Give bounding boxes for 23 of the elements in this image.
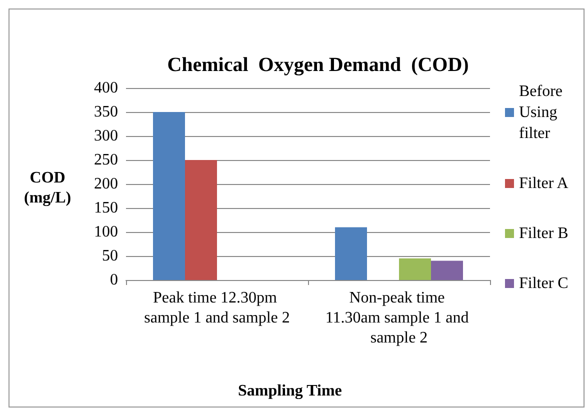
legend-label: Filter B — [519, 225, 568, 242]
y-tick-label: 100 — [94, 224, 118, 240]
y-axis-title: COD (mg/L) — [24, 170, 72, 206]
y-tick-label: 200 — [94, 176, 118, 192]
bar — [153, 112, 185, 280]
legend-label: Filter C — [519, 275, 568, 292]
y-tick-label: 300 — [94, 128, 118, 144]
x-tick-label: Peak time 12.30pm sample 1 and sample 2 — [144, 290, 290, 326]
y-tick-label: 50 — [102, 248, 118, 264]
bar — [335, 227, 367, 280]
legend-label: Before Using filter — [519, 83, 567, 142]
chart-title: Chemical Oxygen Demand (COD) — [167, 54, 469, 76]
bar — [431, 260, 463, 280]
y-tick-label: 250 — [94, 152, 118, 168]
x-tick-label: Non-peak time 11.30am sample 1 and sample 2 — [325, 290, 473, 346]
y-tick-label: 150 — [94, 200, 118, 216]
y-tick-label: 400 — [94, 80, 118, 96]
bar — [185, 160, 217, 280]
y-tick-label: 350 — [94, 104, 118, 120]
y-tick-label: 0 — [110, 272, 118, 288]
bar — [399, 258, 431, 280]
x-axis-title: Sampling Time — [238, 382, 342, 400]
legend-label: Filter A — [519, 175, 569, 192]
